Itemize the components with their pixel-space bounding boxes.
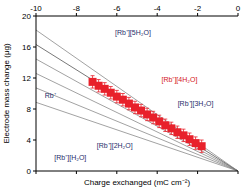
svg-text:[Rb⁺][H₂O]: [Rb⁺][H₂O]	[54, 154, 86, 162]
svg-text:-4: -4	[154, 4, 162, 13]
svg-text:[Rb⁺][4H₂O]: [Rb⁺][4H₂O]	[161, 76, 197, 84]
svg-text:12: 12	[22, 74, 31, 83]
svg-text:-8: -8	[73, 4, 81, 13]
svg-text:0: 0	[27, 167, 32, 176]
svg-text:8: 8	[27, 105, 32, 114]
svg-text:20: 20	[22, 12, 31, 21]
svg-text:-10: -10	[30, 4, 42, 13]
svg-text:16: 16	[22, 43, 31, 52]
svg-text:Electrode mass change (μg): Electrode mass change (μg)	[2, 43, 11, 144]
svg-text:-2: -2	[194, 4, 202, 13]
svg-text:[Rb⁺][3H₂O]: [Rb⁺][3H₂O]	[178, 100, 214, 108]
svg-text:Charge exchanged (mC cm⁻²): Charge exchanged (mC cm⁻²)	[84, 178, 190, 187]
svg-text:4: 4	[27, 136, 32, 145]
svg-text:[Rb⁺][5H₂O]: [Rb⁺][5H₂O]	[115, 29, 151, 37]
svg-text:Rb⁺: Rb⁺	[45, 92, 57, 99]
svg-text:[Rb⁺][2H₂O]: [Rb⁺][2H₂O]	[97, 142, 133, 150]
svg-text:-6: -6	[113, 4, 121, 13]
svg-text:0: 0	[236, 4, 241, 13]
